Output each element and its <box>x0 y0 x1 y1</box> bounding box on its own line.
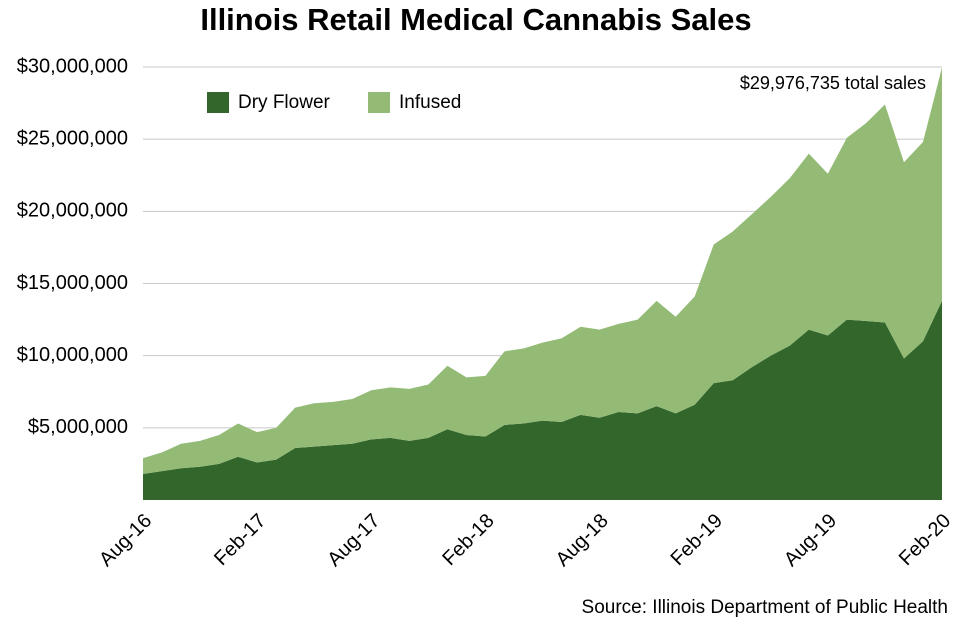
y-tick-label: $15,000,000 <box>17 272 128 294</box>
x-tick-label: Feb-19 <box>667 510 727 570</box>
x-tick-label: Feb-20 <box>895 510 953 570</box>
annotation: $29,976,735 total sales <box>740 73 926 93</box>
legend-item: Dry Flower <box>207 92 331 113</box>
legend-swatch <box>368 92 390 113</box>
y-tick-label: $30,000,000 <box>17 55 128 77</box>
area <box>143 300 942 500</box>
y-tick-label: $20,000,000 <box>17 200 128 222</box>
area <box>143 67 942 475</box>
x-tick-label: Aug-19 <box>780 510 841 571</box>
legend-label: Dry Flower <box>238 92 331 113</box>
y-tick-label: $5,000,000 <box>28 416 128 438</box>
y-tick-label: $25,000,000 <box>17 127 128 149</box>
legend-item: Infused <box>368 92 461 113</box>
x-tick-label: Aug-17 <box>323 510 384 571</box>
legend-swatch <box>207 92 229 113</box>
source: Source: Illinois Department of Public He… <box>582 597 948 618</box>
x-tick-label: Feb-18 <box>438 510 498 570</box>
legend-label: Infused <box>399 92 461 113</box>
x-tick-label: Aug-16 <box>95 510 156 571</box>
y-tick-label: $10,000,000 <box>17 344 128 366</box>
x-tick-label: Feb-17 <box>210 510 270 570</box>
chart-title: Illinois Retail Medical Cannabis Sales <box>200 2 751 37</box>
x-tick-label: Aug-18 <box>552 510 613 571</box>
